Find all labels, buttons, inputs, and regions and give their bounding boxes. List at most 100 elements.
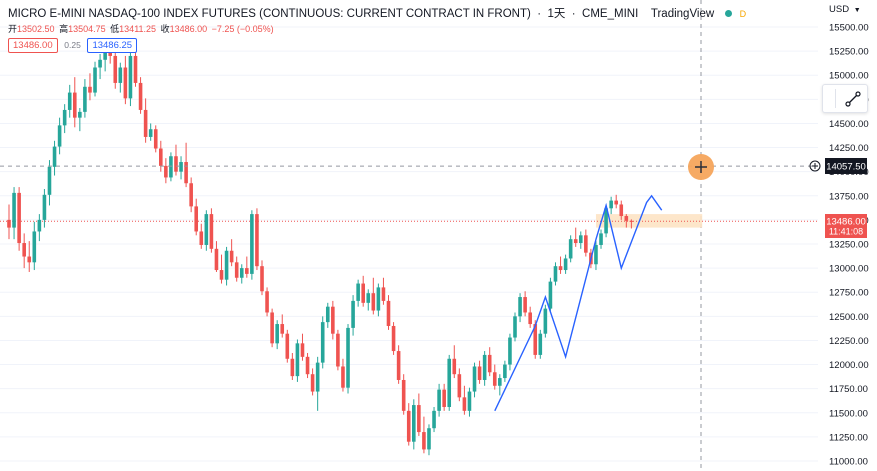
- candle-body: [159, 148, 163, 166]
- candle-body: [133, 55, 138, 83]
- candle-body: [184, 162, 188, 184]
- candle: [169, 152, 173, 182]
- candle: [83, 79, 87, 118]
- candle: [229, 239, 234, 267]
- candle: [148, 123, 153, 141]
- candle-body: [513, 316, 517, 338]
- candle-body: [518, 297, 522, 317]
- candle-body: [174, 156, 178, 172]
- y-tick-label: 13250.00: [829, 240, 869, 251]
- candle-body: [78, 111, 82, 118]
- candle-body: [325, 306, 330, 323]
- candle-body: [148, 129, 153, 137]
- currency-selector[interactable]: USD ▼: [829, 4, 861, 15]
- candle: [366, 289, 371, 311]
- candle: [57, 117, 62, 155]
- candle-body: [412, 405, 416, 442]
- candle: [305, 352, 310, 379]
- candle-body: [452, 358, 457, 375]
- candle: [346, 324, 350, 394]
- candle-body: [427, 428, 431, 450]
- candle: [275, 320, 279, 350]
- candle: [118, 62, 123, 93]
- close-label: 收: [160, 24, 170, 34]
- y-tick-label: 12000.00: [829, 360, 869, 371]
- candle-body: [189, 183, 193, 207]
- y-tick-label: 14500.00: [829, 119, 869, 130]
- candle: [22, 233, 26, 269]
- candle-body: [432, 410, 436, 429]
- add-alert-icon[interactable]: [809, 160, 821, 172]
- candle: [412, 399, 416, 450]
- candle-body: [209, 214, 214, 249]
- candle-body: [366, 293, 371, 303]
- candle: [482, 351, 487, 386]
- trendline-path[interactable]: [494, 194, 663, 412]
- candle: [260, 260, 264, 296]
- candle: [219, 254, 224, 284]
- candle: [508, 333, 512, 371]
- candle: [563, 254, 568, 274]
- floating-toolbar[interactable]: [822, 84, 868, 113]
- candle-body: [17, 192, 21, 244]
- candle: [487, 347, 492, 377]
- change-value: −7.25 (−0.05%): [211, 24, 274, 34]
- candle: [609, 196, 613, 215]
- candle-body: [361, 283, 365, 303]
- candle: [401, 374, 406, 415]
- candle: [214, 241, 219, 272]
- candle-body: [619, 204, 624, 217]
- trendline-drawing[interactable]: [494, 194, 663, 412]
- low-value: 13411.25: [119, 24, 157, 34]
- bar-countdown-text: 11:41:08: [829, 227, 863, 237]
- candle-body: [179, 162, 183, 172]
- y-tick-label: 11000.00: [829, 457, 868, 468]
- high-value: 13504.75: [68, 24, 106, 34]
- candle: [568, 235, 573, 263]
- candle-body: [83, 86, 87, 112]
- bid-button[interactable]: 13486.00: [8, 38, 58, 53]
- ask-button[interactable]: 13486.25: [87, 38, 138, 53]
- candle-body: [280, 324, 285, 334]
- candle: [523, 291, 527, 317]
- candle-body: [477, 366, 482, 380]
- y-tick-label: 15000.00: [829, 71, 869, 82]
- draw-line-icon[interactable]: [843, 89, 863, 109]
- candle-body: [62, 109, 67, 126]
- quote-pills: 13486.00 0.25 13486.25: [8, 38, 138, 53]
- candle-body: [265, 291, 269, 313]
- candle-body: [381, 287, 386, 301]
- candle-body: [320, 322, 325, 363]
- candle-body: [219, 270, 224, 280]
- toolbar-drag-handle[interactable]: [835, 89, 836, 108]
- candle-body: [578, 235, 583, 244]
- candle: [133, 50, 138, 87]
- crosshair-price-text: 14057.50: [826, 162, 866, 173]
- candle: [52, 140, 57, 176]
- candle-body: [467, 391, 472, 411]
- spread-value: 0.25: [64, 40, 81, 50]
- candle: [245, 256, 249, 278]
- candle: [184, 142, 188, 188]
- symbol-title[interactable]: MICRO E-MINI NASDAQ-100 INDEX FUTURES (C…: [8, 8, 531, 20]
- candle: [432, 406, 436, 433]
- candle-body: [457, 374, 462, 398]
- candle-body: [42, 194, 47, 220]
- candle: [406, 403, 411, 446]
- candle-body: [93, 67, 97, 93]
- interval-label[interactable]: 1天: [547, 8, 566, 20]
- y-tick-label: 15500.00: [829, 23, 869, 34]
- candle-body: [609, 200, 613, 209]
- candle: [98, 54, 102, 80]
- candle: [270, 308, 274, 348]
- candle-body: [533, 324, 538, 355]
- y-tick-label: 12750.00: [829, 288, 869, 299]
- candle-body: [234, 262, 239, 278]
- plus-circle-icon[interactable]: [688, 154, 714, 180]
- candle: [234, 256, 239, 282]
- candle-body: [371, 293, 376, 311]
- candle-body: [346, 327, 350, 388]
- close-value: 13486.00: [169, 24, 208, 34]
- candle-body: [528, 312, 532, 325]
